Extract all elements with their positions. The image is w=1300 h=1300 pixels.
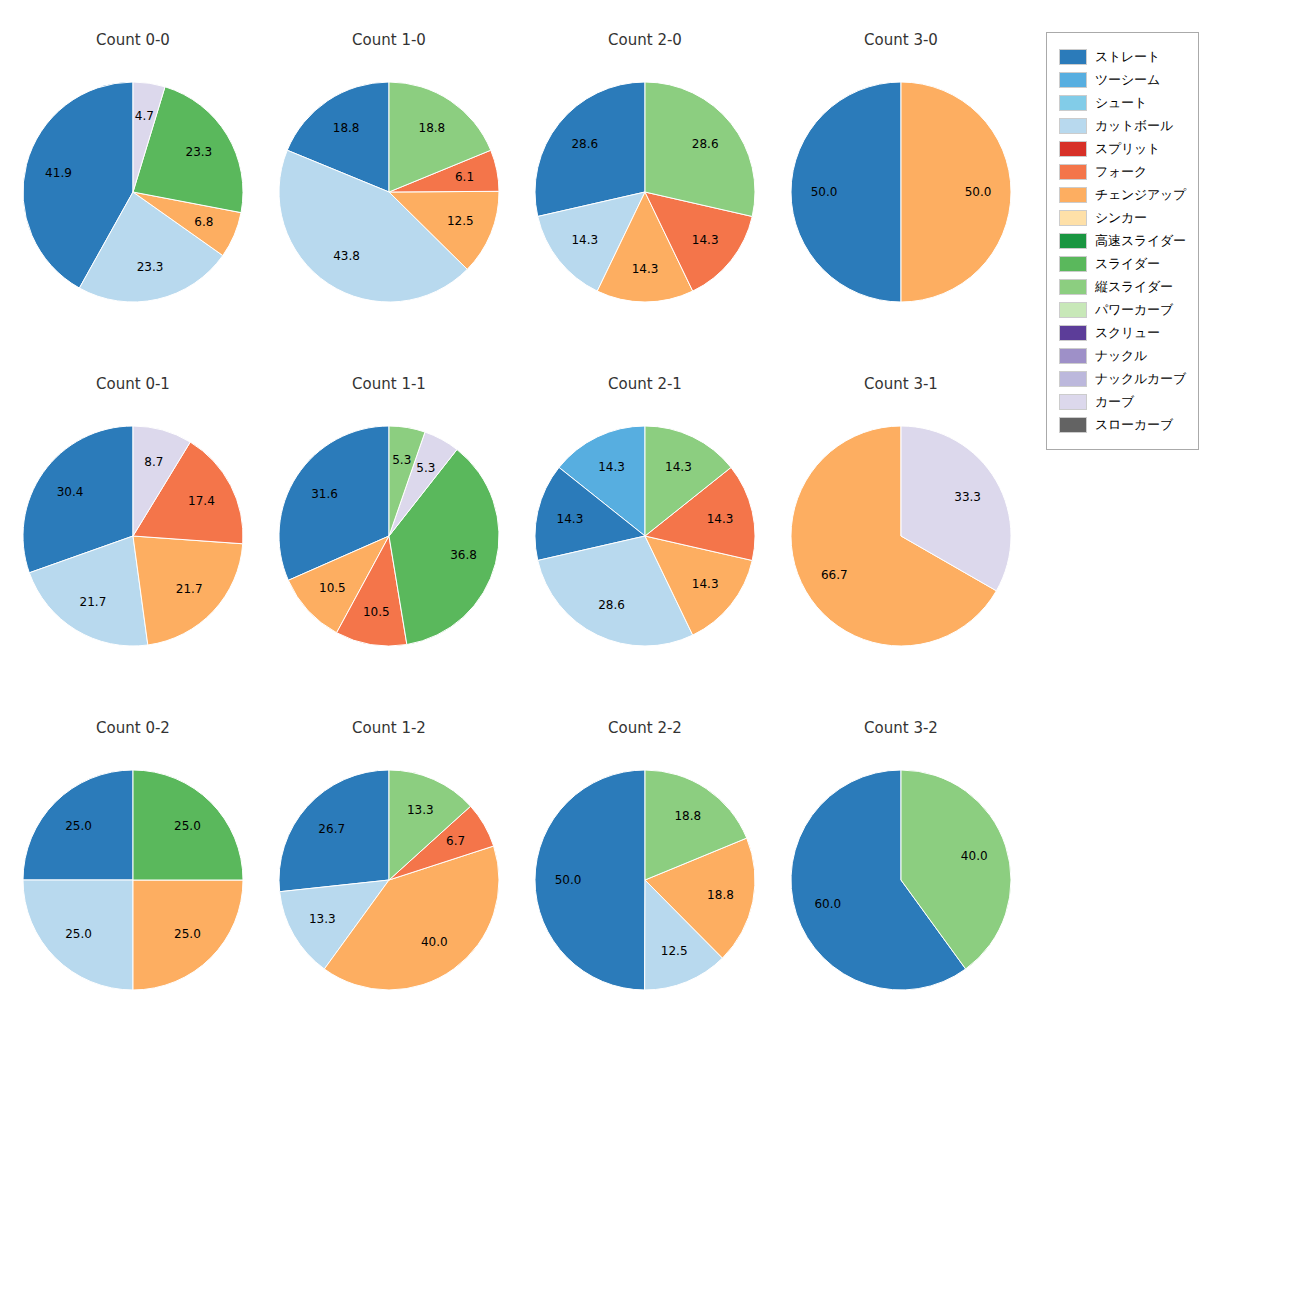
svg-text:14.3: 14.3: [632, 262, 659, 276]
html-text:Count 3-1: Count 3-1: [864, 375, 938, 393]
svg-text:28.6: 28.6: [571, 137, 598, 151]
svg-text:6.7: 6.7: [446, 834, 465, 848]
html-text:Count 0-0: Count 0-0: [96, 31, 170, 49]
svg-text:17.4: 17.4: [188, 494, 215, 508]
svg-text:28.6: 28.6: [598, 598, 625, 612]
html-text:高速スライダー: 高速スライダー: [1095, 233, 1186, 248]
html-text:縦スライダー: 縦スライダー: [1095, 279, 1173, 294]
svg-text:14.3: 14.3: [665, 460, 692, 474]
svg-text:33.3: 33.3: [954, 490, 981, 504]
html-text:フォーク: フォーク: [1095, 164, 1147, 179]
html-text:スプリット: スプリット: [1095, 141, 1160, 156]
html-text:チェンジアップ: チェンジアップ: [1095, 187, 1186, 202]
svg-text:6.1: 6.1: [455, 170, 474, 184]
html-text:Count 1-1: Count 1-1: [352, 375, 426, 393]
svg-text:40.0: 40.0: [421, 935, 448, 949]
svg-text:14.3: 14.3: [707, 512, 734, 526]
html-text:Count 1-0: Count 1-0: [352, 31, 426, 49]
html-text:Count 0-1: Count 0-1: [96, 375, 170, 393]
svg-text:23.3: 23.3: [186, 145, 213, 159]
html-text:シュート: シュート: [1095, 95, 1147, 110]
svg-text:10.5: 10.5: [363, 605, 390, 619]
html-text:スライダー: スライダー: [1095, 256, 1160, 271]
svg-text:4.7: 4.7: [135, 109, 154, 123]
svg-text:30.4: 30.4: [57, 485, 84, 499]
svg-text:36.8: 36.8: [450, 548, 477, 562]
svg-text:10.5: 10.5: [319, 581, 346, 595]
html-text:シンカー: シンカー: [1095, 210, 1147, 225]
svg-text:60.0: 60.0: [814, 897, 841, 911]
svg-text:18.8: 18.8: [333, 121, 360, 135]
svg-text:25.0: 25.0: [174, 927, 201, 941]
html-text:スクリュー: スクリュー: [1095, 325, 1160, 340]
html-text:Count 3-0: Count 3-0: [864, 31, 938, 49]
html-text:Count 2-2: Count 2-2: [608, 719, 682, 737]
svg-text:18.8: 18.8: [419, 121, 446, 135]
svg-text:8.7: 8.7: [144, 455, 163, 469]
svg-text:12.5: 12.5: [661, 944, 688, 958]
html-text:Count 1-2: Count 1-2: [352, 719, 426, 737]
svg-text:21.7: 21.7: [80, 595, 107, 609]
html-text:スローカーブ: スローカーブ: [1095, 417, 1173, 432]
html-text:ナックル: ナックル: [1095, 348, 1147, 363]
html-text:ストレート: ストレート: [1095, 49, 1160, 64]
svg-text:43.8: 43.8: [333, 249, 360, 263]
svg-text:14.3: 14.3: [598, 460, 625, 474]
svg-text:14.3: 14.3: [557, 512, 584, 526]
svg-text:14.3: 14.3: [571, 233, 598, 247]
svg-text:26.7: 26.7: [318, 822, 345, 836]
svg-text:5.3: 5.3: [416, 461, 435, 475]
svg-text:5.3: 5.3: [392, 453, 411, 467]
svg-text:25.0: 25.0: [65, 927, 92, 941]
svg-text:31.6: 31.6: [311, 487, 338, 501]
svg-text:25.0: 25.0: [174, 819, 201, 833]
svg-text:41.9: 41.9: [45, 166, 72, 180]
html-text:Count 2-0: Count 2-0: [608, 31, 682, 49]
svg-text:50.0: 50.0: [965, 185, 992, 199]
svg-text:18.8: 18.8: [674, 809, 701, 823]
svg-text:25.0: 25.0: [65, 819, 92, 833]
svg-text:28.6: 28.6: [692, 137, 719, 151]
html-text:パワーカーブ: パワーカーブ: [1095, 302, 1173, 317]
html-text:Count 3-2: Count 3-2: [864, 719, 938, 737]
html-text:ツーシーム: ツーシーム: [1095, 72, 1160, 87]
svg-text:13.3: 13.3: [407, 803, 434, 817]
svg-text:6.8: 6.8: [194, 215, 213, 229]
html-text:Count 2-1: Count 2-1: [608, 375, 682, 393]
svg-text:18.8: 18.8: [707, 888, 734, 902]
svg-text:50.0: 50.0: [811, 185, 838, 199]
svg-text:12.5: 12.5: [447, 214, 474, 228]
svg-text:13.3: 13.3: [309, 912, 336, 926]
svg-text:50.0: 50.0: [555, 873, 582, 887]
svg-text:23.3: 23.3: [137, 260, 164, 274]
svg-text:14.3: 14.3: [692, 233, 719, 247]
svg-text:66.7: 66.7: [821, 568, 848, 582]
html-text:カーブ: カーブ: [1095, 394, 1134, 409]
html-text:カットボール: カットボール: [1095, 118, 1173, 133]
html-text:ナックルカーブ: ナックルカーブ: [1095, 371, 1186, 386]
svg-text:21.7: 21.7: [176, 582, 203, 596]
html-text:Count 0-2: Count 0-2: [96, 719, 170, 737]
svg-text:40.0: 40.0: [961, 849, 988, 863]
svg-text:14.3: 14.3: [692, 577, 719, 591]
